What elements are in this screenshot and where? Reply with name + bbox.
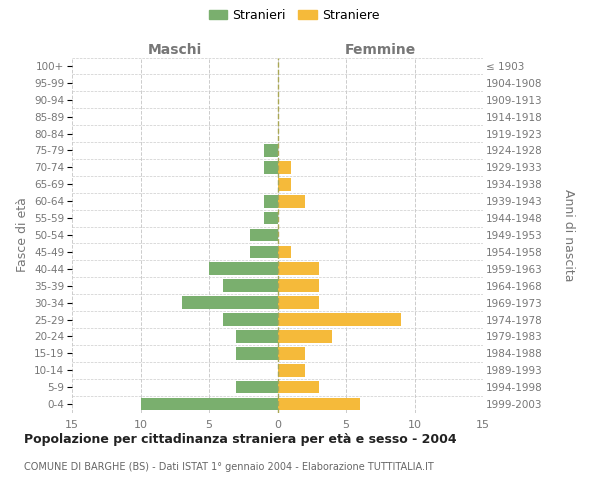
Y-axis label: Fasce di età: Fasce di età — [16, 198, 29, 272]
Bar — [140, 398, 278, 410]
Bar — [278, 262, 319, 275]
Bar — [236, 330, 278, 343]
Bar — [278, 296, 319, 309]
Bar — [278, 246, 291, 258]
Bar — [278, 161, 291, 173]
Bar — [278, 364, 305, 376]
Text: Maschi: Maschi — [148, 44, 202, 58]
Bar — [264, 161, 278, 173]
Text: Femmine: Femmine — [344, 44, 416, 58]
Bar — [264, 144, 278, 157]
Bar — [250, 228, 278, 241]
Legend: Stranieri, Straniere: Stranieri, Straniere — [203, 4, 385, 27]
Bar — [278, 280, 319, 292]
Bar — [278, 178, 291, 190]
Bar — [278, 313, 401, 326]
Bar — [223, 280, 278, 292]
Bar — [278, 195, 305, 207]
Bar — [278, 398, 360, 410]
Text: COMUNE DI BARGHE (BS) - Dati ISTAT 1° gennaio 2004 - Elaborazione TUTTITALIA.IT: COMUNE DI BARGHE (BS) - Dati ISTAT 1° ge… — [24, 462, 434, 472]
Bar — [182, 296, 278, 309]
Bar — [223, 313, 278, 326]
Bar — [278, 381, 319, 394]
Bar — [250, 246, 278, 258]
Text: Popolazione per cittadinanza straniera per età e sesso - 2004: Popolazione per cittadinanza straniera p… — [24, 432, 457, 446]
Bar — [264, 195, 278, 207]
Bar — [236, 347, 278, 360]
Y-axis label: Anni di nascita: Anni di nascita — [562, 188, 575, 281]
Bar — [209, 262, 278, 275]
Bar — [278, 347, 305, 360]
Bar — [236, 381, 278, 394]
Bar — [278, 330, 332, 343]
Bar — [264, 212, 278, 224]
